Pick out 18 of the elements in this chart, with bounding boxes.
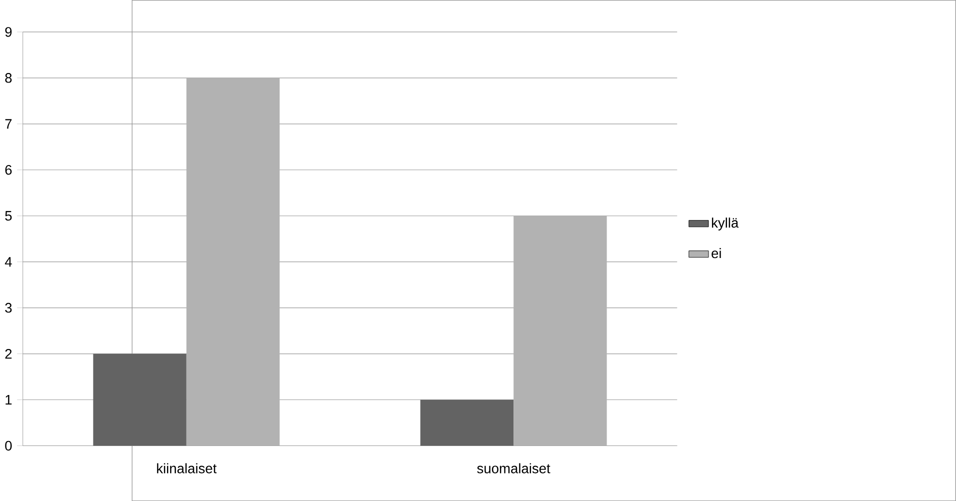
y-tick-label: 1 [6, 394, 12, 404]
y-tick-label: 2 [5, 348, 12, 358]
y-tick-label: 0 [5, 440, 12, 450]
x-tick-label: suomalaiset [477, 463, 550, 474]
legend-label: ei [712, 248, 721, 258]
y-tick-label: 7 [5, 119, 12, 129]
bar [93, 354, 186, 446]
legend-label: kyllä [712, 217, 739, 230]
bar [186, 78, 280, 446]
y-tick-label: 3 [5, 302, 12, 313]
y-tick-label: 6 [5, 164, 12, 175]
bar [514, 216, 607, 446]
bar [420, 400, 514, 446]
y-tick-label: 9 [5, 26, 12, 37]
x-tick-label: kiinalaiset [157, 463, 217, 474]
y-tick-label: 5 [5, 210, 12, 221]
y-tick-label: 4 [4, 256, 12, 266]
y-tick-label: 8 [5, 72, 12, 83]
